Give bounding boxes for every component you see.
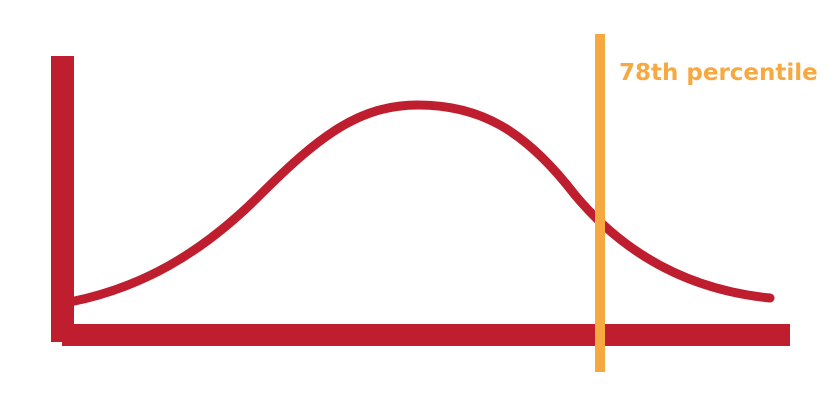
bell-curve <box>65 100 775 307</box>
percentile-marker-line <box>595 34 605 372</box>
percentile-marker-label: 78th percentile <box>619 60 818 86</box>
x-axis <box>62 324 790 346</box>
y-axis <box>51 56 74 342</box>
